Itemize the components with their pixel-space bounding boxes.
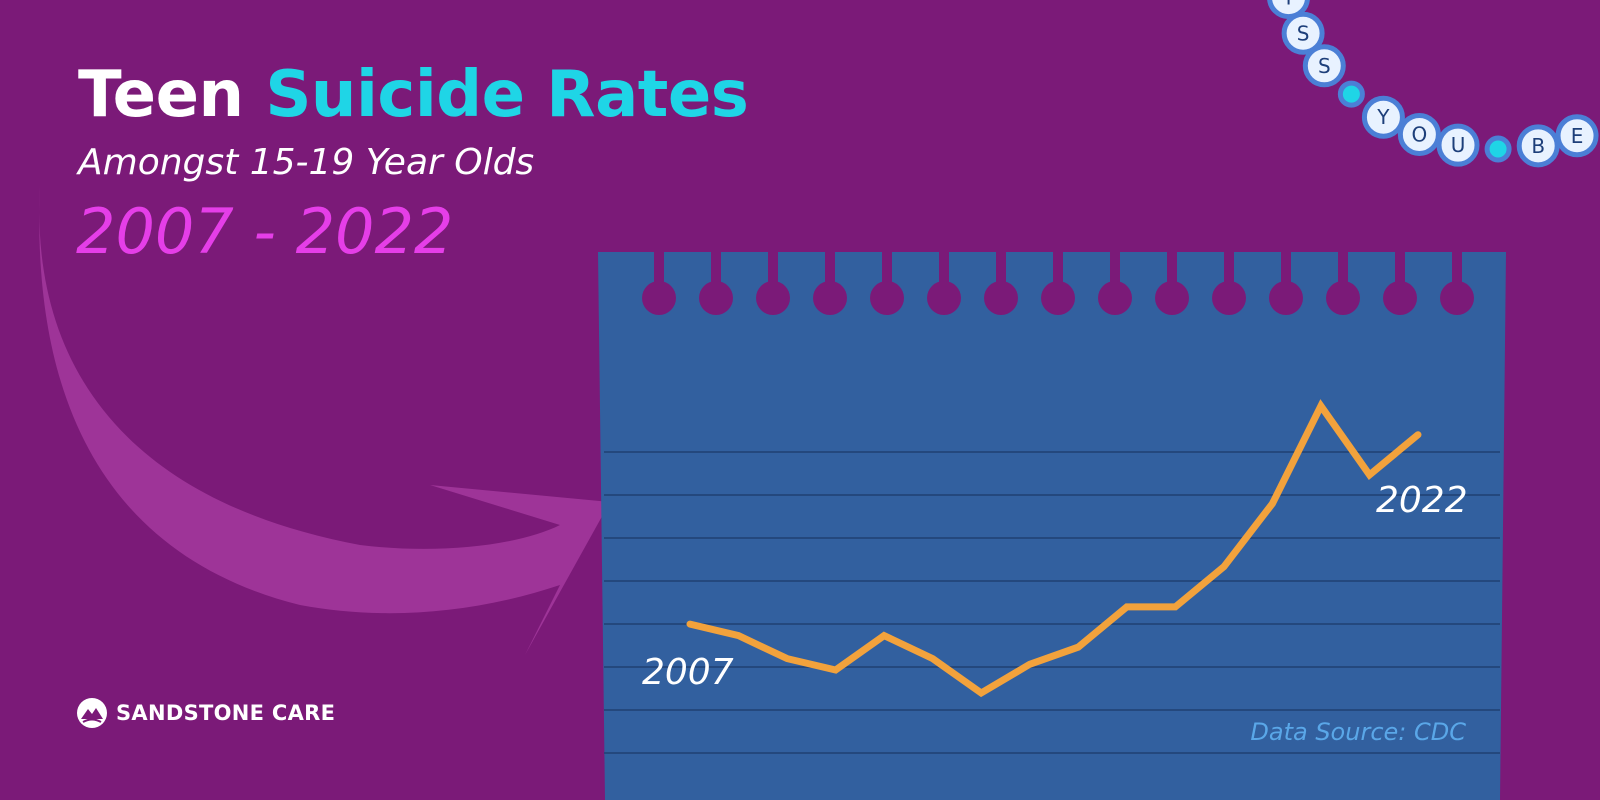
bead-letter: I bbox=[1286, 0, 1292, 10]
binding-slot bbox=[1395, 250, 1405, 295]
letter-bead bbox=[1281, 11, 1325, 55]
binding-hole bbox=[1269, 281, 1303, 315]
data-point bbox=[1318, 404, 1323, 408]
binding-slot bbox=[1224, 250, 1234, 295]
data-point bbox=[979, 691, 984, 695]
binding-slot bbox=[768, 250, 778, 295]
data-point bbox=[1270, 501, 1275, 506]
bead-letter: E bbox=[1571, 124, 1584, 148]
start-year-label: 2007 bbox=[642, 652, 734, 693]
date-range: 2007 - 2022 bbox=[76, 195, 454, 268]
letter-bead bbox=[1302, 44, 1346, 88]
mountain-logo-icon bbox=[77, 698, 107, 728]
binding-hole bbox=[756, 281, 790, 315]
binding-hole bbox=[984, 281, 1018, 315]
spacer-bead bbox=[1484, 135, 1512, 163]
binding-hole bbox=[927, 281, 961, 315]
binding-hole bbox=[642, 281, 676, 315]
data-point bbox=[882, 633, 887, 638]
binding-slot bbox=[939, 250, 949, 295]
binding-hole bbox=[699, 281, 733, 315]
bead-letter: S bbox=[1318, 54, 1331, 78]
data-point bbox=[688, 622, 692, 627]
data-point bbox=[833, 668, 838, 673]
page-title: Teen Suicide Rates bbox=[78, 58, 749, 132]
data-point bbox=[785, 656, 790, 661]
end-year-label: 2022 bbox=[1376, 480, 1468, 521]
letter-bead bbox=[1361, 95, 1405, 139]
binding-hole bbox=[1383, 281, 1417, 315]
binding-hole bbox=[1212, 281, 1246, 315]
letter-bead bbox=[1555, 114, 1599, 158]
brush-arrow bbox=[39, 185, 610, 655]
data-point bbox=[1367, 472, 1372, 477]
binding-slot bbox=[825, 250, 835, 295]
data-point bbox=[1124, 604, 1129, 609]
data-point bbox=[930, 656, 935, 661]
title-accent: Suicide Rates bbox=[265, 58, 749, 132]
bead-letter: Y bbox=[1376, 105, 1390, 129]
data-source: Data Source: CDC bbox=[1250, 718, 1466, 746]
series-line bbox=[686, 399, 1422, 698]
letter-bead bbox=[1397, 112, 1441, 156]
brand-logo: SANDSTONE CARE bbox=[76, 696, 335, 730]
title-plain: Teen bbox=[78, 58, 244, 132]
binding-hole bbox=[1098, 281, 1132, 315]
data-point bbox=[736, 633, 741, 638]
data-point bbox=[1221, 564, 1226, 569]
binding-hole bbox=[1041, 281, 1075, 315]
binding-slot bbox=[1053, 250, 1063, 295]
bead-letter: S bbox=[1297, 21, 1310, 45]
bead-letter: B bbox=[1531, 134, 1545, 158]
binding-slot bbox=[882, 250, 892, 295]
data-point bbox=[1173, 604, 1178, 609]
binding-slot bbox=[654, 250, 664, 295]
data-points bbox=[688, 404, 1420, 695]
binding-hole bbox=[870, 281, 904, 315]
data-point bbox=[1076, 645, 1081, 650]
binding-slot bbox=[1167, 250, 1177, 295]
bead-letter: U bbox=[1451, 133, 1466, 157]
notepad-paper bbox=[598, 250, 1506, 800]
binding-slot bbox=[711, 250, 721, 295]
binding-slot bbox=[1281, 250, 1291, 295]
binding-slot bbox=[1338, 250, 1348, 295]
spacer-bead bbox=[1337, 80, 1365, 108]
binding-hole bbox=[1326, 281, 1360, 315]
data-point bbox=[1416, 432, 1420, 437]
binding-holes bbox=[642, 250, 1474, 315]
binding-slot bbox=[1452, 250, 1462, 295]
page-subtitle: Amongst 15-19 Year Olds bbox=[78, 142, 535, 183]
data-point bbox=[1027, 662, 1032, 667]
binding-hole bbox=[813, 281, 847, 315]
binding-hole bbox=[1155, 281, 1189, 315]
bead-letter: O bbox=[1411, 122, 1427, 146]
binding-hole bbox=[1440, 281, 1474, 315]
letter-bead bbox=[1436, 123, 1480, 167]
binding-slot bbox=[1110, 250, 1120, 295]
brand-name: SANDSTONE CARE bbox=[116, 701, 336, 725]
binding-slot bbox=[996, 250, 1006, 295]
letter-bead bbox=[1516, 124, 1560, 168]
